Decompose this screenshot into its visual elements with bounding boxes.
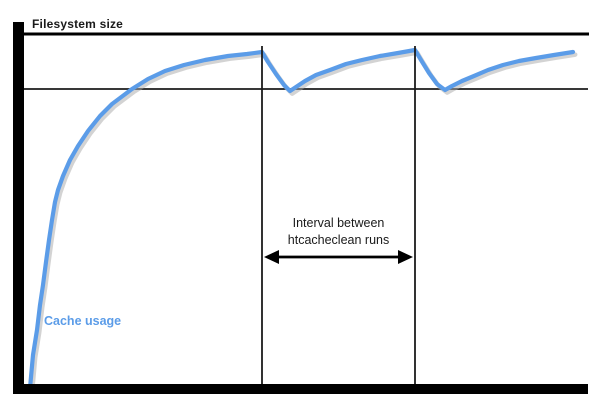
- cache-usage-curve: [27, 47, 576, 391]
- arrow-head-right-icon: [398, 250, 413, 264]
- cache-usage-label: Cache usage: [44, 314, 122, 328]
- x-axis-bar: [13, 384, 588, 394]
- interval-arrow: [264, 250, 413, 264]
- y-axis-bar: [13, 22, 24, 394]
- arrow-head-left-icon: [264, 250, 279, 264]
- interval-annotation-line2: htcacheclean runs: [287, 232, 390, 247]
- filesystem-size-label: Filesystem size: [32, 17, 124, 31]
- interval-annotation: Interval between htcacheclean runs: [249, 215, 429, 249]
- interval-annotation-line1: Interval between: [292, 216, 385, 230]
